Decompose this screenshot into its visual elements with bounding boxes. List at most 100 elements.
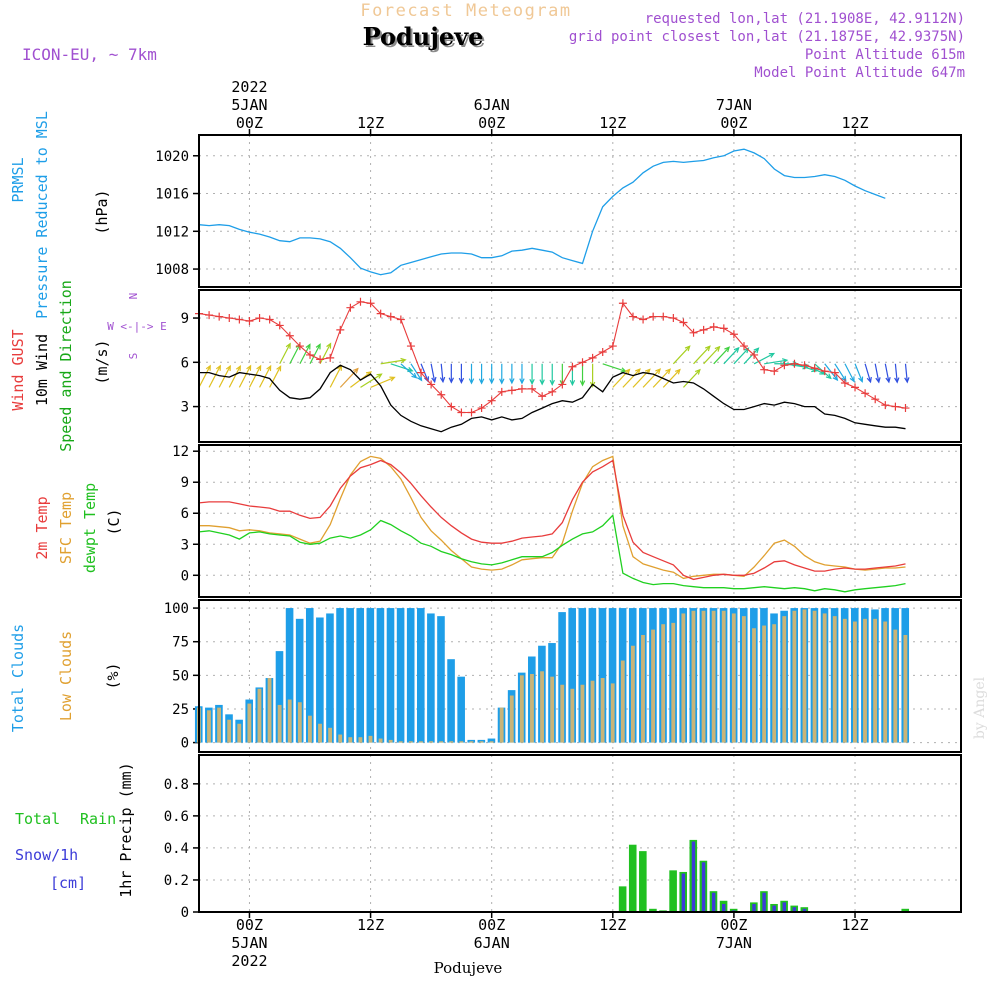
low-clouds-bar (509, 695, 514, 743)
gust-label: Wind GUST (9, 329, 27, 410)
top-time-label: 12Z (357, 114, 384, 132)
wind-arrow-head (509, 378, 515, 385)
precip-ytick-label: 0.4 (164, 841, 189, 857)
gust-marker (326, 353, 335, 362)
wind-direction-arrow (602, 363, 626, 372)
wind-direction-arrow (612, 369, 630, 388)
top-time-label: 2022 (231, 78, 267, 96)
wind-direction-arrow (894, 363, 898, 383)
gust-marker (528, 384, 537, 393)
direction-label: Speed and Direction (57, 280, 75, 452)
wind-arrow-head (235, 364, 241, 372)
gust-marker (507, 386, 516, 395)
gust-marker (275, 321, 284, 330)
wind-direction-arrow (794, 363, 817, 372)
wind-arrow-head (266, 364, 272, 372)
gust-marker (386, 312, 395, 321)
low-clouds-bar (853, 621, 857, 743)
low-clouds-bar (479, 741, 484, 743)
gust-marker (417, 368, 426, 377)
compass-south: S (127, 353, 140, 360)
gust-marker (790, 359, 799, 368)
gust-marker (729, 330, 738, 339)
pressure-line (198, 148, 886, 276)
wind-direction-arrow (713, 346, 730, 365)
wind-direction-arrow (228, 365, 241, 388)
gust-marker (558, 380, 567, 389)
wind-unit: (m/s) (93, 339, 111, 384)
low-clouds-bar (429, 741, 433, 743)
gust-marker (699, 325, 708, 334)
gust-marker (800, 361, 809, 370)
total-clouds-bar (578, 608, 587, 743)
gust-marker (285, 331, 294, 340)
low-clouds-bar (419, 741, 423, 743)
precip-ytick-label: 0.8 (164, 777, 189, 793)
bottom-time-label: 6JAN (474, 934, 510, 952)
total-clouds-bar (447, 659, 455, 743)
rain-bar (618, 886, 627, 912)
rain-bar (901, 908, 910, 912)
gust-marker (628, 312, 637, 321)
top-time-label: 5JAN (231, 96, 267, 114)
gust-marker (851, 383, 860, 392)
gust-marker (447, 402, 456, 411)
low-clouds-bar (308, 715, 312, 743)
low-clouds-bar (681, 613, 686, 743)
wind-arrow-head (246, 364, 252, 371)
gust-marker (467, 408, 476, 417)
wind-label: 10m Wind (33, 334, 51, 406)
pressure-ytick-label: 1016 (155, 187, 189, 203)
location-title-shadow: Podujeve (365, 24, 486, 53)
clouds-unit: (%) (104, 662, 122, 689)
total-clouds-bar (326, 613, 334, 743)
wind-direction-arrow (683, 369, 701, 388)
gust-marker (871, 395, 880, 404)
snow-bar (762, 892, 766, 912)
gust-marker (679, 318, 688, 327)
wind-arrow-head (326, 342, 332, 349)
gust-marker (346, 303, 355, 312)
wind-ytick-label: 6 (181, 355, 189, 371)
wind-direction-arrow (662, 369, 681, 388)
gust-marker (477, 404, 486, 413)
wind-arrow-head (376, 373, 383, 379)
temperature-ytick-label: 3 (181, 537, 189, 553)
total-clouds-bar (305, 608, 314, 743)
wind-arrow-head (694, 368, 701, 375)
gust-marker (649, 312, 658, 321)
temp-label: 2m Temp (33, 496, 51, 559)
top-time-label: 6JAN (474, 96, 510, 114)
wind-direction-arrow (672, 345, 691, 365)
wind-direction-arrow (834, 363, 847, 382)
sfc-temp-line (199, 455, 906, 580)
low-clouds-bar (277, 704, 282, 743)
wind-arrow-head (276, 365, 282, 372)
wind-arrow-head (458, 377, 465, 384)
low-clouds-bar (408, 741, 413, 743)
low-clouds-bar (620, 660, 625, 743)
low-clouds-bar (499, 707, 504, 743)
clouds-ytick-label: 50 (172, 668, 189, 684)
low-clouds-bar (610, 683, 615, 743)
wind-arrow-head (468, 378, 475, 385)
total-clouds-bar (598, 608, 607, 743)
low-clouds-bar (368, 735, 373, 743)
wind-direction-arrow (632, 368, 651, 388)
low-clouds-bar (318, 723, 322, 743)
wind-arrow-head (549, 379, 555, 386)
low-clouds-bar (378, 738, 383, 743)
gust-marker (618, 299, 627, 308)
bottom-time-label: 12Z (841, 916, 868, 934)
bottom-time-label: 12Z (599, 916, 626, 934)
wind-arrow-head (488, 378, 495, 385)
precip-ytick-label: 0.6 (164, 809, 189, 825)
wind-direction-arrow (360, 373, 382, 388)
rain-label-total: Total (15, 810, 60, 828)
low-clouds-bar (540, 671, 544, 743)
low-clouds-bar (903, 634, 908, 743)
top-time-label: 00Z (236, 114, 263, 132)
low-clouds-bar (328, 727, 333, 743)
pressure-ytick-label: 1012 (155, 224, 189, 240)
wind-direction-arrow (693, 345, 711, 365)
